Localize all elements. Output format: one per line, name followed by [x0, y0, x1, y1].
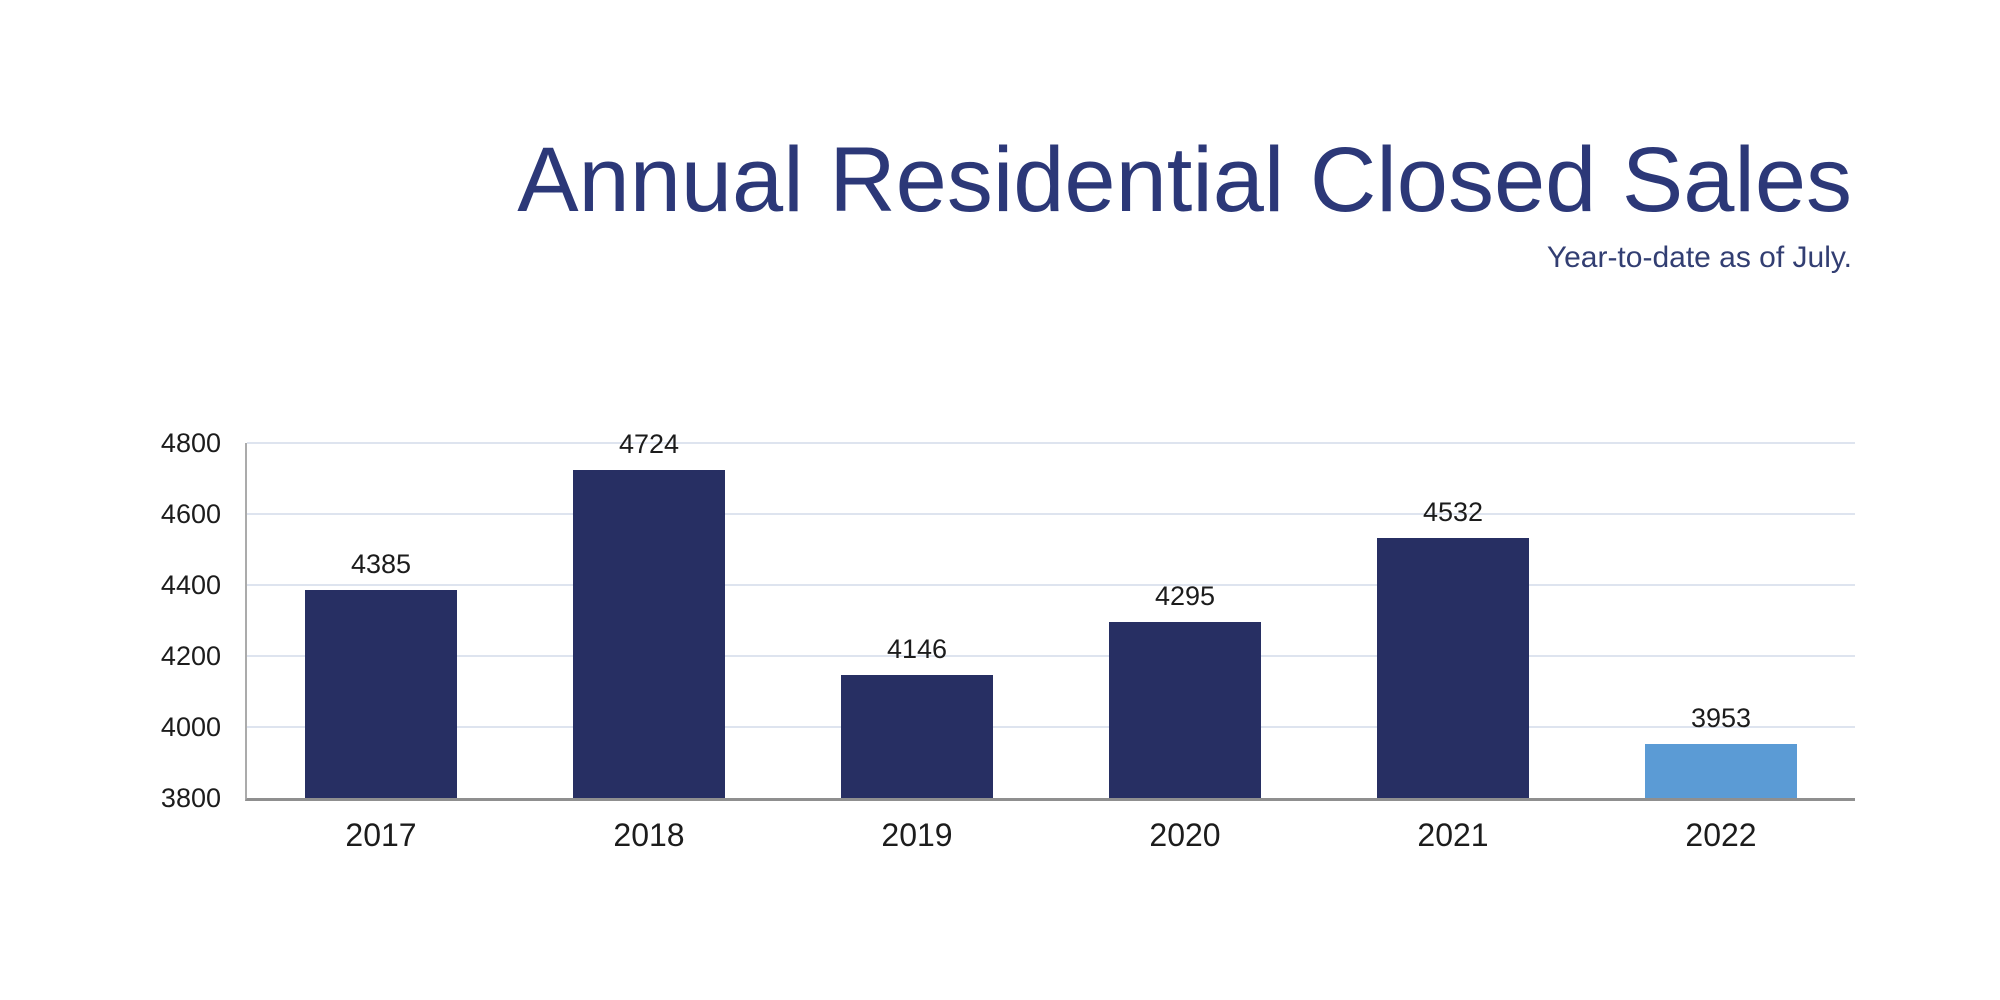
bar-value-label: 3953 [1690, 702, 1752, 733]
x-axis-label: 2018 [613, 817, 685, 853]
bar [573, 469, 725, 798]
bar [1645, 743, 1797, 798]
gridline [247, 513, 1855, 515]
bar [841, 675, 993, 798]
gridline [247, 584, 1855, 586]
bar-value-label: 4385 [350, 549, 412, 580]
x-axis-label: 2021 [1417, 817, 1489, 853]
y-axis-tick-label: 4200 [160, 641, 221, 671]
bar-value-label: 4146 [886, 634, 948, 665]
y-axis: 3800 4000 4200 4400 4600 4800 [0, 428, 221, 813]
y-axis-tick-label: 4600 [160, 499, 221, 529]
bar-value-label: 4295 [1154, 581, 1216, 612]
plot-area: 4385 2017 4724 2018 4146 2019 4295 2020 4532 2021… [245, 430, 1855, 851]
bar [1377, 538, 1529, 798]
x-axis-label: 2022 [1685, 817, 1757, 853]
x-axis-label: 2017 [345, 817, 417, 853]
chart-title: Annual Residential Closed Sales [517, 129, 1852, 231]
gridline [247, 442, 1855, 444]
bar [1109, 622, 1261, 798]
y-axis-tick-label: 4400 [160, 570, 221, 600]
chart-subtitle: Year-to-date as of July. [1546, 241, 1852, 274]
x-axis-label: 2019 [881, 817, 953, 853]
x-axis-label: 2020 [1149, 817, 1221, 853]
gridline [247, 726, 1855, 728]
gridline [247, 655, 1855, 657]
bar-value-label: 4532 [1422, 497, 1484, 528]
y-axis-tick-label: 4800 [160, 428, 221, 458]
bar-value-label: 4724 [618, 428, 680, 459]
y-axis-tick-label: 3800 [160, 783, 221, 813]
y-axis-tick-label: 4000 [160, 712, 221, 742]
bar [305, 590, 457, 798]
